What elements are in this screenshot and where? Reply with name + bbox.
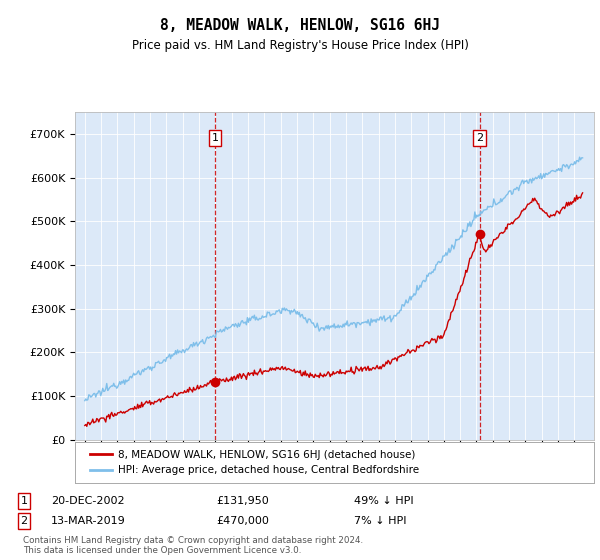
Text: 2: 2 xyxy=(476,133,483,143)
Text: £131,950: £131,950 xyxy=(216,496,269,506)
Text: Contains HM Land Registry data © Crown copyright and database right 2024.
This d: Contains HM Land Registry data © Crown c… xyxy=(23,536,363,555)
Text: 2: 2 xyxy=(20,516,28,526)
Text: 13-MAR-2019: 13-MAR-2019 xyxy=(51,516,126,526)
Legend: 8, MEADOW WALK, HENLOW, SG16 6HJ (detached house), HPI: Average price, detached : 8, MEADOW WALK, HENLOW, SG16 6HJ (detach… xyxy=(85,446,423,479)
Text: 7% ↓ HPI: 7% ↓ HPI xyxy=(354,516,407,526)
Text: 8, MEADOW WALK, HENLOW, SG16 6HJ: 8, MEADOW WALK, HENLOW, SG16 6HJ xyxy=(160,18,440,32)
Text: 1: 1 xyxy=(211,133,218,143)
Text: 49% ↓ HPI: 49% ↓ HPI xyxy=(354,496,413,506)
Text: 1: 1 xyxy=(20,496,28,506)
Text: Price paid vs. HM Land Registry's House Price Index (HPI): Price paid vs. HM Land Registry's House … xyxy=(131,39,469,53)
Text: £470,000: £470,000 xyxy=(216,516,269,526)
Text: 20-DEC-2002: 20-DEC-2002 xyxy=(51,496,125,506)
